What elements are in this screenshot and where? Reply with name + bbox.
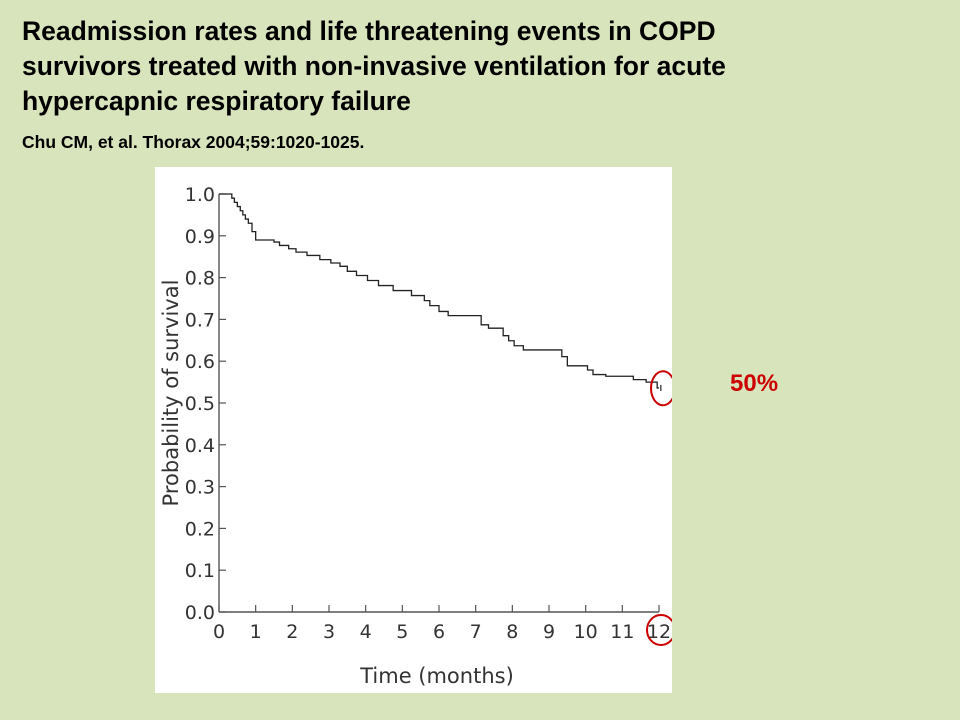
y-tick-label: 0.9 xyxy=(185,226,215,248)
y-tick-label: 0.1 xyxy=(185,560,215,582)
y-tick-label: 0.3 xyxy=(185,477,215,499)
kaplan-meier-chart: 0.00.10.20.30.40.50.60.70.80.91.00 1 2 3 4 5 6… xyxy=(159,184,672,688)
y-tick-label: 0.4 xyxy=(185,435,215,457)
x-tick-label: 10 xyxy=(574,621,598,643)
x-tick-label: 4 xyxy=(360,621,372,643)
x-tick-label: 9 xyxy=(543,621,555,643)
x-tick-label: 6 xyxy=(433,621,445,643)
x-tick-label: 1 xyxy=(250,621,262,643)
survival-figure: 0.0 0.1 0.2 0.3 0.4 0.5 0.6 0.7 0.8 0.9 1.0 0 1 2 3 4 5 6… xyxy=(155,167,672,693)
y-tick-label: 0.6 xyxy=(185,351,215,373)
citation: Chu CM, et al. Thorax 2004;59:1020-1025. xyxy=(22,132,365,152)
slide-title-line: hypercapnic respiratory failure xyxy=(22,86,411,116)
slide-title-line: Readmission rates and life threatening e… xyxy=(22,16,716,46)
highlight-circle-month-12 xyxy=(646,614,672,646)
y-axis-label: Probability of survival xyxy=(159,280,183,507)
y-tick-label: 0.8 xyxy=(185,268,215,290)
y-tick-label: 0.7 xyxy=(185,309,215,331)
y-tick-label: 1.0 xyxy=(185,184,215,206)
y-tick-label: 0.0 xyxy=(185,602,215,624)
x-tick-label: 12 xyxy=(647,621,671,643)
highlight-circle-curve-end xyxy=(650,370,672,407)
x-tick-label: 8 xyxy=(506,621,518,643)
x-tick-label: 5 xyxy=(396,621,408,643)
x-tick-label: 0 xyxy=(213,621,225,643)
x-tick-label: 11 xyxy=(610,621,634,643)
x-tick-label: 3 xyxy=(323,621,335,643)
y-tick-label: 0.2 xyxy=(185,518,215,540)
y-tick-label: 0.5 xyxy=(185,393,215,415)
x-axis-label: Time (months) xyxy=(359,664,514,688)
survival-callout: 50% xyxy=(730,370,779,397)
survival-curve xyxy=(219,193,659,389)
x-tick-label: 7 xyxy=(470,621,482,643)
slide-title-line: survivors treated with non-invasive vent… xyxy=(22,51,726,81)
x-tick-label: 2 xyxy=(286,621,298,643)
slide-title: Readmission rates and life threatening e… xyxy=(22,14,922,119)
